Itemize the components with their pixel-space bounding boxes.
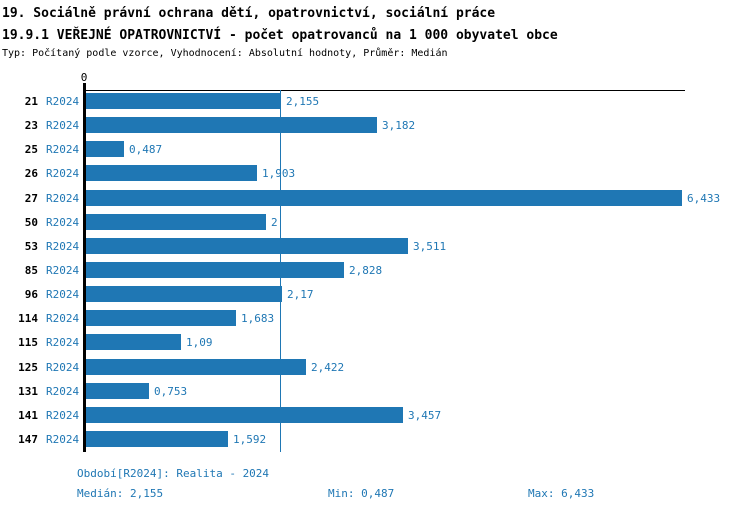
row-period-label: R2024 bbox=[46, 409, 80, 422]
chart-row: 96 R2024 2,17 bbox=[0, 286, 750, 303]
row-period-label: R2024 bbox=[46, 119, 80, 132]
bar-value-label: 3,511 bbox=[413, 240, 447, 253]
row-id-label: 85 bbox=[24, 264, 38, 277]
row-period-label: R2024 bbox=[46, 336, 80, 349]
chart-row: 141 R2024 3,457 bbox=[0, 407, 750, 424]
row-period-label: R2024 bbox=[46, 361, 80, 374]
chart-row: 85 R2024 2,828 bbox=[0, 262, 750, 279]
value-bar bbox=[86, 238, 408, 254]
value-bar bbox=[86, 214, 266, 230]
chart-title-line1: 19. Sociálně právní ochrana dětí, opatro… bbox=[2, 6, 496, 21]
chart-subtitle: Typ: Počítaný podle vzorce, Vyhodnocení:… bbox=[2, 48, 448, 59]
bar-value-label: 1,592 bbox=[233, 433, 267, 446]
row-period-label: R2024 bbox=[46, 240, 80, 253]
row-id-label: 147 bbox=[18, 433, 38, 446]
row-id-label: 50 bbox=[24, 216, 38, 229]
row-period-label: R2024 bbox=[46, 192, 80, 205]
chart-row: 114 R2024 1,683 bbox=[0, 310, 750, 327]
chart-row: 147 R2024 1,592 bbox=[0, 431, 750, 448]
plot-rows: 21 R2024 2,155 23 R2024 3,182 25 R2024 0,487 26 R2… bbox=[0, 90, 750, 452]
row-period-label: R2024 bbox=[46, 167, 80, 180]
chart-row: 125 R2024 2,422 bbox=[0, 359, 750, 376]
y-axis-line bbox=[83, 83, 86, 452]
value-bar bbox=[86, 190, 682, 206]
bar-value-label: 2 bbox=[271, 216, 278, 229]
value-bar bbox=[86, 407, 403, 423]
row-id-label: 125 bbox=[18, 361, 38, 374]
chart-row: 23 R2024 3,182 bbox=[0, 117, 750, 134]
value-bar bbox=[86, 310, 236, 326]
row-id-label: 27 bbox=[24, 192, 38, 205]
row-id-label: 96 bbox=[24, 288, 38, 301]
row-period-label: R2024 bbox=[46, 312, 80, 325]
row-period-label: R2024 bbox=[46, 143, 80, 156]
bar-value-label: 2,422 bbox=[311, 361, 345, 374]
value-bar bbox=[86, 431, 228, 447]
row-period-label: R2024 bbox=[46, 216, 80, 229]
value-bar bbox=[86, 117, 377, 133]
chart-row: 25 R2024 0,487 bbox=[0, 141, 750, 158]
bar-value-label: 0,487 bbox=[129, 143, 163, 156]
value-bar bbox=[86, 93, 281, 109]
chart-row: 21 R2024 2,155 bbox=[0, 93, 750, 110]
row-id-label: 141 bbox=[18, 409, 38, 422]
bar-value-label: 1,903 bbox=[262, 167, 296, 180]
value-bar bbox=[86, 165, 257, 181]
bar-value-label: 3,182 bbox=[382, 119, 416, 132]
row-id-label: 26 bbox=[24, 167, 38, 180]
value-bar bbox=[86, 141, 124, 157]
chart-row: 50 R2024 2 bbox=[0, 214, 750, 231]
footer-median-label: Medián: 2,155 bbox=[77, 487, 164, 500]
bar-value-label: 1,09 bbox=[186, 336, 213, 349]
footer-period-label: Období[R2024]: Realita - 2024 bbox=[77, 467, 270, 480]
chart-row: 26 R2024 1,903 bbox=[0, 165, 750, 182]
x-axis-zero-label: 0 bbox=[80, 71, 88, 84]
bar-value-label: 3,457 bbox=[408, 409, 442, 422]
row-id-label: 25 bbox=[24, 143, 38, 156]
bar-value-label: 2,17 bbox=[287, 288, 314, 301]
row-period-label: R2024 bbox=[46, 433, 80, 446]
row-period-label: R2024 bbox=[46, 288, 80, 301]
row-period-label: R2024 bbox=[46, 385, 80, 398]
value-bar bbox=[86, 359, 306, 375]
value-bar bbox=[86, 334, 181, 350]
value-bar bbox=[86, 262, 344, 278]
plot-top-border bbox=[84, 90, 685, 91]
chart-row: 53 R2024 3,511 bbox=[0, 238, 750, 255]
bar-value-label: 1,683 bbox=[241, 312, 275, 325]
bar-value-label: 2,828 bbox=[349, 264, 383, 277]
bar-value-label: 6,433 bbox=[687, 192, 721, 205]
row-period-label: R2024 bbox=[46, 264, 80, 277]
row-id-label: 53 bbox=[24, 240, 38, 253]
row-id-label: 115 bbox=[18, 336, 38, 349]
chart-row: 115 R2024 1,09 bbox=[0, 334, 750, 351]
value-bar bbox=[86, 286, 282, 302]
row-id-label: 23 bbox=[24, 119, 38, 132]
bar-value-label: 2,155 bbox=[286, 95, 320, 108]
row-id-label: 114 bbox=[18, 312, 38, 325]
value-bar bbox=[86, 383, 149, 399]
bar-value-label: 0,753 bbox=[154, 385, 188, 398]
footer-min-label: Min: 0,487 bbox=[328, 487, 395, 500]
chart-row: 131 R2024 0,753 bbox=[0, 383, 750, 400]
row-id-label: 131 bbox=[18, 385, 38, 398]
footer-max-label: Max: 6,433 bbox=[528, 487, 595, 500]
chart-title-line2: 19.9.1 VEŘEJNÉ OPATROVNICTVÍ - počet opa… bbox=[2, 28, 558, 43]
row-period-label: R2024 bbox=[46, 95, 80, 108]
chart-row: 27 R2024 6,433 bbox=[0, 190, 750, 207]
row-id-label: 21 bbox=[24, 95, 38, 108]
